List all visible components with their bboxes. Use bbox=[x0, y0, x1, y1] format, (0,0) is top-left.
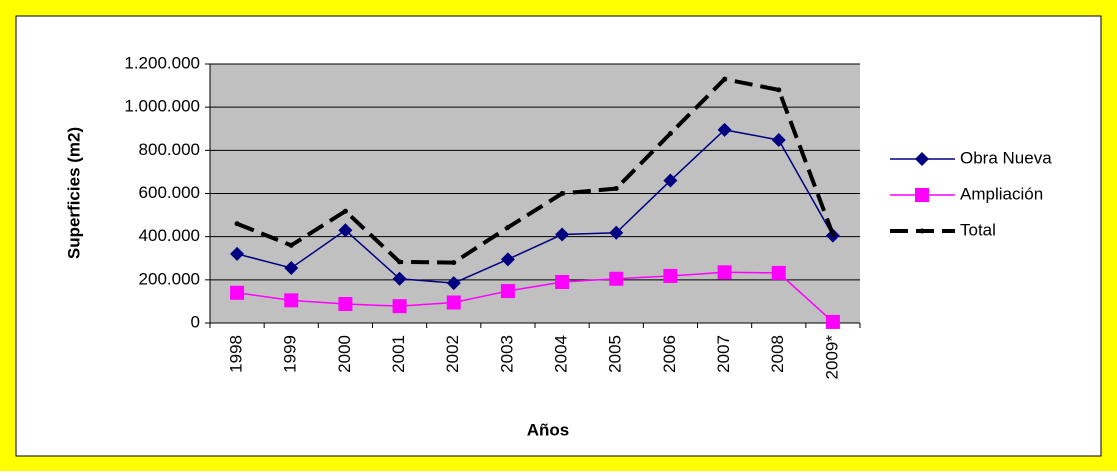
x-tick-label: 2006 bbox=[660, 335, 679, 373]
marker bbox=[722, 76, 728, 82]
marker bbox=[771, 132, 786, 147]
legend-marker bbox=[915, 188, 929, 202]
marker bbox=[667, 130, 673, 136]
y-tick-label: 200.000 bbox=[139, 269, 200, 288]
marker bbox=[555, 227, 570, 242]
legend-label: Obra Nueva bbox=[960, 148, 1052, 167]
marker bbox=[609, 271, 624, 286]
marker bbox=[284, 293, 299, 308]
y-tick-label: 0 bbox=[191, 312, 200, 331]
marker bbox=[663, 268, 678, 283]
legend-label: Total bbox=[960, 220, 996, 239]
series-line bbox=[236, 129, 834, 284]
marker bbox=[342, 208, 348, 214]
x-tick-label: 2001 bbox=[389, 335, 408, 373]
series-line bbox=[236, 76, 835, 265]
marker bbox=[284, 260, 299, 275]
x-tick-label: 2004 bbox=[552, 335, 571, 373]
x-tick-label: 2009* bbox=[822, 335, 841, 380]
marker bbox=[609, 225, 624, 240]
marker bbox=[288, 242, 294, 248]
marker bbox=[663, 173, 678, 188]
marker bbox=[234, 221, 240, 227]
legend-label: Ampliación bbox=[960, 184, 1043, 203]
marker bbox=[776, 87, 782, 93]
legend-marker bbox=[915, 152, 929, 166]
y-tick-label: 1.200.000 bbox=[124, 53, 200, 72]
marker bbox=[451, 260, 457, 266]
x-tick-label: 2007 bbox=[714, 335, 733, 373]
marker bbox=[392, 271, 407, 286]
y-tick-label: 1.000.000 bbox=[124, 97, 200, 116]
x-tick-label: 2002 bbox=[443, 335, 462, 373]
x-tick-label: 2005 bbox=[606, 335, 625, 373]
marker bbox=[717, 265, 732, 280]
marker bbox=[397, 259, 403, 265]
marker bbox=[830, 232, 836, 238]
x-tick-label: 2003 bbox=[497, 335, 516, 373]
marker bbox=[500, 252, 515, 267]
series-line bbox=[236, 271, 834, 323]
marker bbox=[771, 265, 786, 280]
x-tick-label: 2008 bbox=[768, 335, 787, 373]
marker bbox=[505, 224, 511, 230]
marker bbox=[338, 297, 353, 312]
marker bbox=[392, 299, 407, 314]
y-tick-label: 800.000 bbox=[139, 140, 200, 159]
y-axis-title: Superficies (m2) bbox=[64, 127, 83, 259]
marker bbox=[559, 191, 565, 196]
x-tick-label: 1998 bbox=[227, 335, 246, 373]
marker bbox=[446, 276, 461, 291]
y-tick-label: 600.000 bbox=[139, 183, 200, 202]
legend-marker bbox=[919, 228, 925, 234]
marker bbox=[555, 274, 570, 289]
x-tick-label: 1999 bbox=[281, 335, 300, 373]
marker bbox=[338, 223, 353, 238]
y-tick-label: 400.000 bbox=[139, 226, 200, 245]
marker bbox=[825, 314, 840, 329]
x-axis-title: Años bbox=[527, 420, 570, 439]
marker bbox=[717, 122, 732, 137]
marker bbox=[230, 285, 245, 300]
marker bbox=[613, 186, 619, 192]
x-tick-label: 2000 bbox=[335, 335, 354, 373]
marker bbox=[500, 284, 515, 299]
marker bbox=[230, 246, 245, 261]
marker bbox=[446, 295, 461, 310]
